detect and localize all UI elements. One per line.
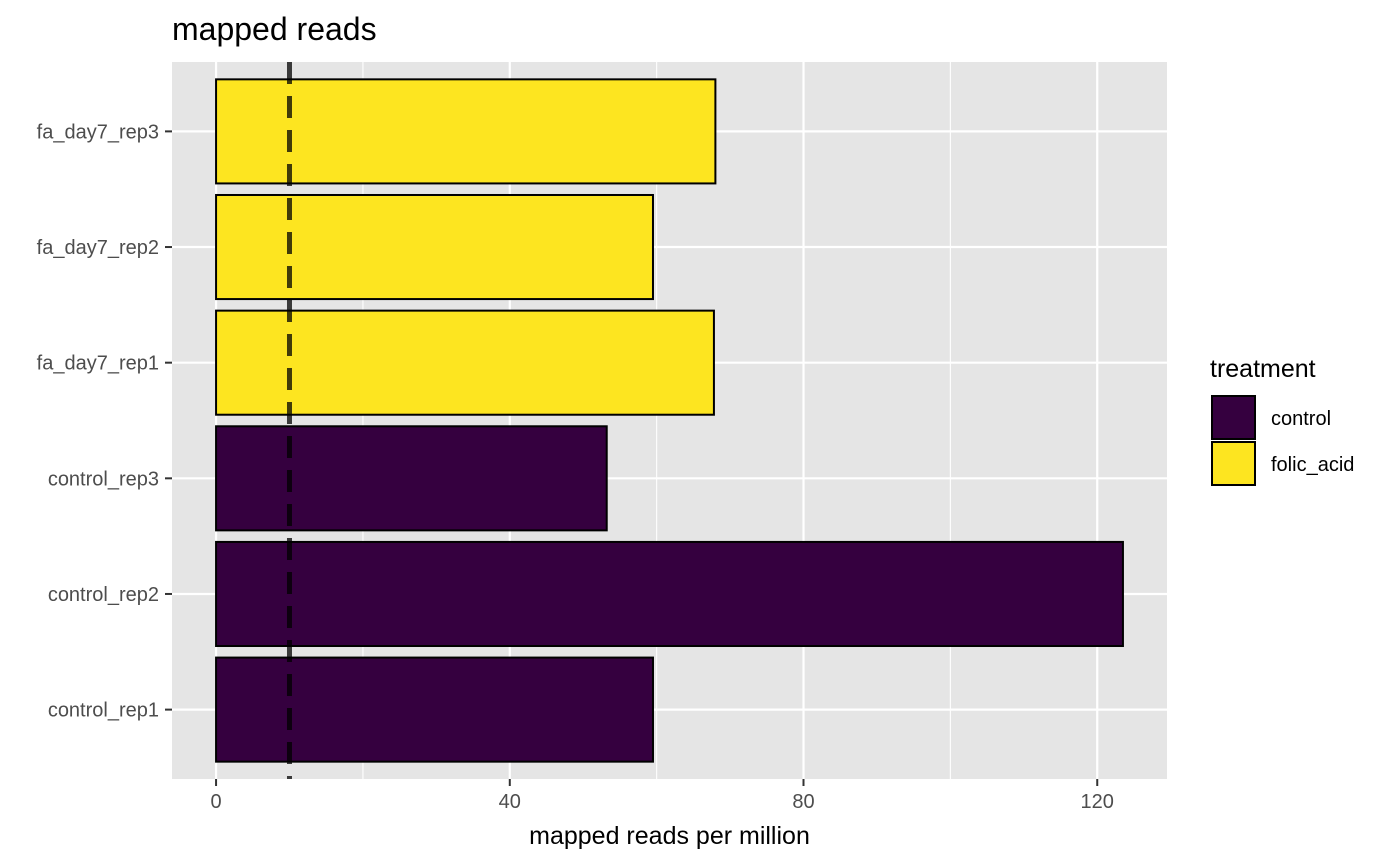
legend-label-folic_acid: folic_acid: [1271, 454, 1354, 476]
bar-control_rep3: [215, 425, 608, 532]
legend-key-folic_acid: [1211, 441, 1256, 486]
x-axis-title: mapped reads per million: [529, 822, 810, 850]
bars: [215, 78, 1124, 763]
bar-control_rep1: [215, 656, 654, 763]
y-tick-label: fa_day7_rep3: [37, 121, 159, 143]
x-tick-label: 40: [499, 791, 521, 813]
y-tick-label: control_rep1: [48, 700, 159, 722]
legend-key-control: [1211, 395, 1256, 440]
y-tick-label: control_rep2: [48, 584, 159, 606]
y-tick-label: control_rep3: [48, 468, 159, 490]
chart-title: mapped reads: [172, 11, 377, 47]
legend-title: treatment: [1210, 355, 1316, 383]
x-tick-label: 0: [210, 791, 221, 813]
bar-fa_day7_rep1: [215, 309, 715, 416]
y-tick-label: fa_day7_rep2: [37, 237, 159, 259]
axes: 0 40 80 120 control_rep1 control_rep2 control_…: [37, 121, 1114, 813]
y-tick-label: fa_day7_rep1: [37, 353, 159, 375]
x-tick-label: 120: [1081, 791, 1114, 813]
legend: treatment control folic_acid: [1210, 355, 1354, 486]
legend-label-control: control: [1271, 408, 1331, 430]
x-tick-label: 80: [792, 791, 814, 813]
bar-control_rep2: [215, 540, 1124, 648]
bar-fa_day7_rep3: [215, 78, 717, 185]
bar-fa_day7_rep2: [215, 193, 654, 301]
